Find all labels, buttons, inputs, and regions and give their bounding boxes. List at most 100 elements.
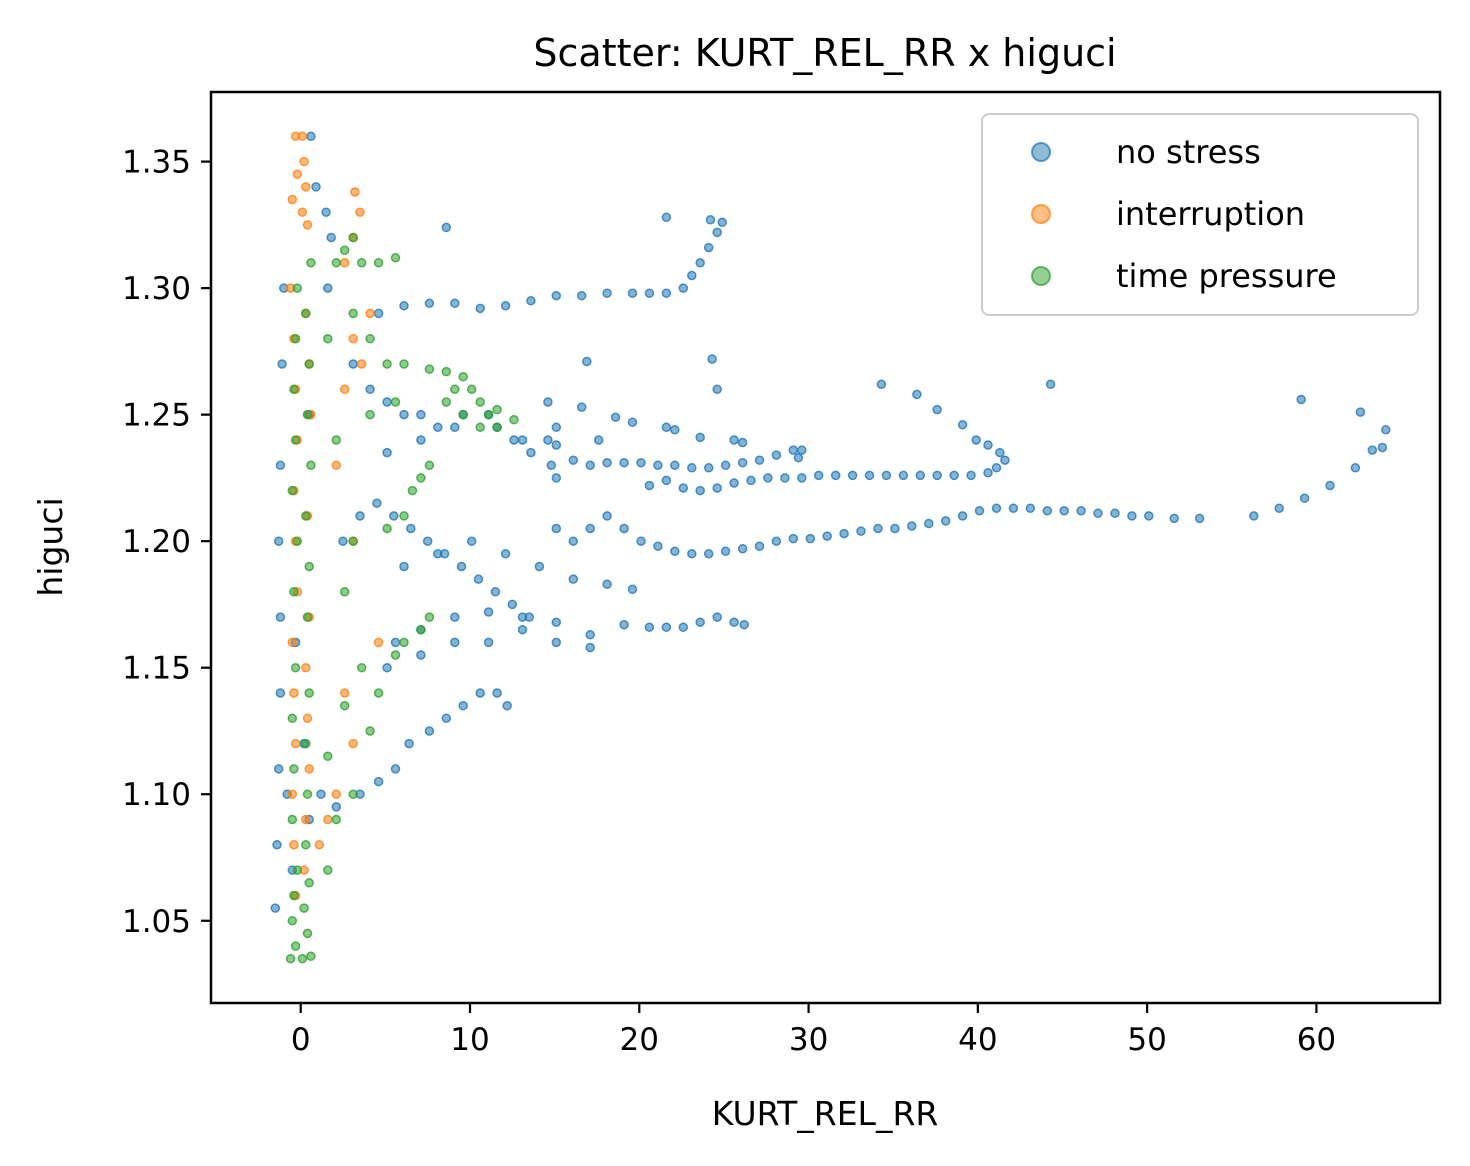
data-point-time-pressure xyxy=(416,624,426,635)
data-point-no-stress xyxy=(416,409,426,420)
plot-frame xyxy=(209,90,1442,1005)
data-point-time-pressure xyxy=(416,473,426,483)
data-point-no-stress xyxy=(316,789,326,799)
data-point-time-pressure xyxy=(348,308,358,319)
data-point-no-stress xyxy=(275,688,286,698)
data-point-no-stress xyxy=(754,541,765,551)
data-point-time-pressure xyxy=(287,713,298,724)
data-point-no-stress xyxy=(450,637,460,648)
data-point-no-stress xyxy=(661,422,672,433)
data-point-interruption xyxy=(373,637,384,648)
data-point-no-stress xyxy=(991,463,1002,473)
data-point-no-stress xyxy=(661,288,672,298)
data-point-no-stress xyxy=(932,470,942,481)
data-point-no-stress xyxy=(797,473,807,483)
data-point-no-stress xyxy=(1296,394,1306,405)
data-point-no-stress xyxy=(707,354,717,364)
data-point-no-stress xyxy=(717,217,727,228)
y-tick-label: 1.35 xyxy=(122,145,191,181)
data-point-no-stress xyxy=(365,384,375,395)
data-point-no-stress xyxy=(348,359,358,369)
data-point-time-pressure xyxy=(304,878,314,888)
data-point-no-stress xyxy=(661,622,672,632)
data-point-no-stress xyxy=(627,584,638,595)
data-point-interruption xyxy=(348,738,358,749)
data-point-no-stress xyxy=(712,227,722,238)
data-point-no-stress xyxy=(416,650,426,660)
data-point-interruption xyxy=(292,169,303,179)
legend-marker-interruption xyxy=(1031,204,1051,224)
chart-title: Scatter: KURT_REL_RR x higuci xyxy=(533,31,1116,75)
data-point-no-stress xyxy=(490,587,501,597)
data-point-time-pressure xyxy=(302,612,313,622)
data-point-no-stress xyxy=(703,242,714,253)
data-point-no-stress xyxy=(602,288,612,298)
data-point-no-stress xyxy=(847,470,858,481)
data-point-no-stress xyxy=(272,840,282,850)
x-tick-label: 50 xyxy=(1127,1022,1166,1058)
data-point-interruption xyxy=(350,187,360,197)
data-point-time-pressure xyxy=(287,485,298,496)
data-point-no-stress xyxy=(568,455,579,465)
y-tick-label: 1.05 xyxy=(122,904,191,940)
data-point-no-stress xyxy=(585,630,595,640)
data-point-no-stress xyxy=(585,642,595,653)
data-point-no-stress xyxy=(703,549,714,559)
data-point-time-pressure xyxy=(450,384,460,395)
data-point-no-stress xyxy=(915,470,926,481)
data-point-no-stress xyxy=(355,511,365,521)
data-point-no-stress xyxy=(382,397,392,407)
data-point-time-pressure xyxy=(382,523,392,534)
data-point-no-stress xyxy=(311,182,321,192)
y-tick-label: 1.10 xyxy=(122,777,191,813)
x-tick-label: 40 xyxy=(958,1022,997,1058)
data-point-time-pressure xyxy=(348,232,358,243)
data-point-time-pressure xyxy=(356,662,367,673)
data-point-time-pressure xyxy=(301,738,311,749)
data-point-interruption xyxy=(301,814,311,825)
data-point-no-stress xyxy=(653,460,663,471)
data-point-no-stress xyxy=(670,460,680,471)
data-point-time-pressure xyxy=(348,536,358,546)
data-point-no-stress xyxy=(338,536,348,546)
data-point-no-stress xyxy=(703,463,714,473)
y-tick-label: 1.25 xyxy=(122,398,191,434)
data-point-no-stress xyxy=(610,412,621,422)
data-point-no-stress xyxy=(687,549,697,559)
data-point-no-stress xyxy=(382,447,392,458)
data-point-no-stress xyxy=(678,483,689,493)
data-point-no-stress xyxy=(546,460,557,471)
data-point-no-stress xyxy=(1299,493,1310,503)
data-point-time-pressure xyxy=(365,333,375,344)
data-point-no-stress xyxy=(737,457,748,468)
data-point-time-pressure xyxy=(323,751,333,762)
data-point-time-pressure xyxy=(424,364,435,374)
data-point-no-stress xyxy=(636,536,646,546)
data-point-time-pressure xyxy=(290,662,301,673)
data-point-interruption xyxy=(365,308,375,319)
data-point-time-pressure xyxy=(441,366,452,377)
data-point-no-stress xyxy=(326,232,336,243)
data-point-no-stress xyxy=(830,470,841,481)
data-point-no-stress xyxy=(551,440,562,450)
data-point-no-stress xyxy=(275,460,286,471)
data-point-no-stress xyxy=(940,516,951,526)
data-point-no-stress xyxy=(585,523,595,534)
data-point-time-pressure xyxy=(287,814,298,825)
data-point-no-stress xyxy=(971,435,981,445)
data-point-no-stress xyxy=(864,470,875,481)
data-point-no-stress xyxy=(473,574,484,584)
data-point-time-pressure xyxy=(292,536,303,546)
data-point-no-stress xyxy=(475,303,485,314)
data-point-no-stress xyxy=(404,738,414,749)
data-point-time-pressure xyxy=(301,511,311,521)
data-point-time-pressure xyxy=(441,397,452,407)
data-point-time-pressure xyxy=(492,404,502,415)
data-point-time-pressure xyxy=(339,700,350,711)
data-point-time-pressure xyxy=(292,283,303,293)
data-point-no-stress xyxy=(619,619,629,630)
data-point-no-stress xyxy=(720,460,731,471)
data-point-no-stress xyxy=(399,301,409,311)
data-point-no-stress xyxy=(737,437,748,448)
data-point-time-pressure xyxy=(301,840,311,850)
